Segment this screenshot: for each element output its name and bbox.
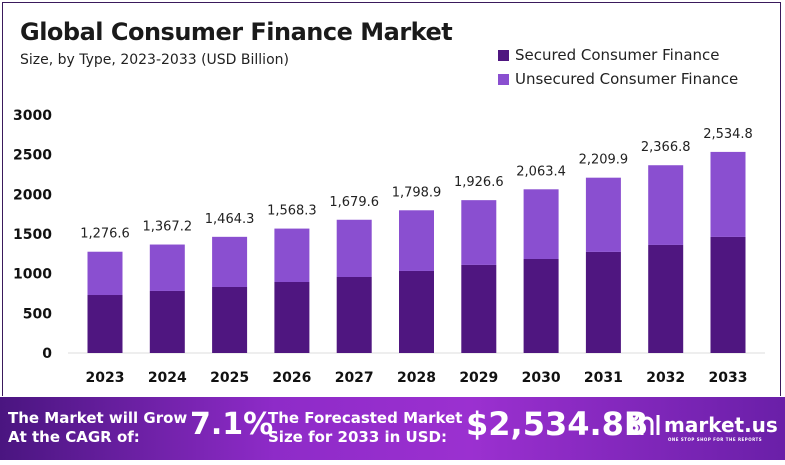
forecast-label: The Forecasted Market Size for 2033 in US… — [268, 409, 463, 446]
legend: Secured Consumer Finance Unsecured Consu… — [498, 46, 738, 94]
bar-segment-unsecured — [149, 244, 185, 291]
logo-icon — [630, 411, 660, 435]
x-tick-label: 2027 — [335, 370, 374, 386]
bar-segment-secured — [274, 281, 310, 353]
x-tick-label: 2024 — [148, 370, 187, 386]
legend-label: Unsecured Consumer Finance — [515, 70, 739, 88]
bar-segment-unsecured — [87, 251, 123, 296]
x-tick-label: 2023 — [86, 370, 125, 386]
forecast-value: $2,534.8B — [466, 405, 649, 443]
legend-label: Secured Consumer Finance — [515, 46, 720, 64]
x-tick-label: 2031 — [584, 370, 623, 386]
market-us-logo: market.us ONE STOP SHOP FOR THE REPORTS — [630, 411, 778, 442]
bar-segment-secured — [585, 251, 621, 353]
x-tick-label: 2026 — [272, 370, 311, 386]
bar-segment-unsecured — [523, 189, 559, 259]
bar-segment-secured — [710, 236, 746, 353]
bar-segment-unsecured — [461, 200, 497, 265]
bar-segment-unsecured — [648, 165, 684, 245]
legend-swatch — [498, 73, 509, 85]
x-tick-label: 2025 — [210, 370, 249, 386]
bar-segment-unsecured — [710, 151, 746, 237]
bar-segment-secured — [399, 270, 434, 353]
y-tick-label: 3000 — [13, 108, 52, 124]
chart-title: Global Consumer Finance Market — [20, 18, 453, 46]
summary-banner: The Market will Grow At the CAGR of: 7.1%… — [0, 397, 785, 460]
data-label: 1,798.9 — [392, 185, 442, 200]
bar-segment-secured — [461, 264, 497, 353]
data-label: 2,366.8 — [641, 140, 691, 155]
bar-segment-unsecured — [336, 219, 372, 277]
bar-segment-unsecured — [274, 228, 310, 282]
x-tick-label: 2029 — [459, 370, 498, 386]
data-label: 2,063.4 — [516, 164, 566, 179]
chart-frame — [2, 2, 781, 396]
y-tick-label: 1000 — [13, 267, 52, 283]
y-tick-label: 500 — [23, 306, 52, 322]
data-label: 1,276.6 — [80, 227, 130, 242]
cagr-value: 7.1% — [190, 407, 274, 442]
bar-segment-secured — [149, 290, 185, 353]
y-tick-label: 1500 — [13, 227, 52, 243]
y-tick-label: 2000 — [13, 187, 52, 203]
data-label: 1,679.6 — [329, 195, 379, 210]
x-tick-label: 2028 — [397, 370, 436, 386]
legend-item-secured: Secured Consumer Finance — [498, 46, 738, 64]
bar-segment-unsecured — [399, 210, 434, 271]
bar-segment-secured — [212, 286, 248, 353]
legend-item-unsecured: Unsecured Consumer Finance — [498, 70, 738, 88]
bar-segment-secured — [336, 276, 372, 353]
bar-segment-secured — [523, 258, 559, 353]
bar-segment-unsecured — [212, 236, 248, 287]
cagr-label: The Market will Grow At the CAGR of: — [8, 409, 188, 446]
data-label: 2,534.8 — [703, 127, 753, 142]
bar-segment-secured — [648, 244, 684, 353]
data-label: 2,209.9 — [579, 153, 629, 168]
bar-segment-secured — [87, 295, 123, 353]
chart-plot: 0 500 1000 1500 2000 2500 3000 1,276.6 2023 1,367… — [13, 108, 765, 386]
y-tick-label: 0 — [42, 346, 52, 362]
bar-segment-unsecured — [585, 177, 621, 252]
data-label: 1,568.3 — [267, 204, 317, 219]
x-tick-label: 2033 — [709, 370, 748, 386]
data-label: 1,464.3 — [205, 212, 255, 227]
data-label: 1,367.2 — [142, 220, 192, 235]
y-tick-label: 2500 — [13, 148, 52, 164]
data-label: 1,926.6 — [454, 175, 504, 190]
x-tick-label: 2032 — [646, 370, 685, 386]
x-tick-label: 2030 — [522, 370, 561, 386]
legend-swatch — [498, 49, 509, 61]
chart-subtitle: Size, by Type, 2023-2033 (USD Billion) — [20, 52, 289, 68]
